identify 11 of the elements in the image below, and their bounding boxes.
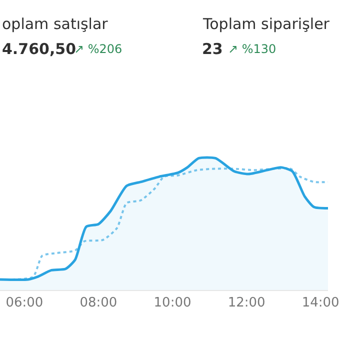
- text: Toplam siparişler: [202, 15, 330, 33]
- x-tick-label: 10:00: [154, 296, 192, 311]
- x-tick-label: 12:00: [228, 296, 266, 311]
- x-tick-label: 06:00: [6, 296, 44, 311]
- text: oplam satışlar: [2, 15, 109, 33]
- text: 4.760,50: [2, 40, 76, 58]
- text: ↗ %130: [228, 42, 276, 56]
- x-tick-label: 14:00: [302, 296, 340, 311]
- text: 23: [202, 40, 223, 58]
- text: ↗ %206: [74, 42, 122, 56]
- x-tick-label: 08:00: [80, 296, 118, 311]
